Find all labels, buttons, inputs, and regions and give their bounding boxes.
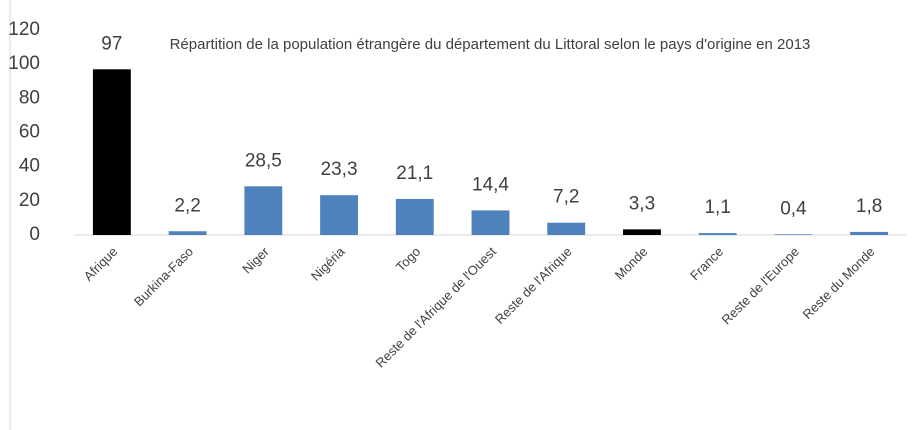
data-label: 3,3 xyxy=(629,193,655,214)
bar xyxy=(244,186,283,235)
data-label: 28,5 xyxy=(245,150,282,171)
x-tick-label: Afrique xyxy=(81,244,121,284)
x-tick-label: Nigéria xyxy=(308,243,348,283)
data-label: 7,2 xyxy=(553,187,579,208)
y-tick-label: 80 xyxy=(19,87,40,108)
y-tick-label: 60 xyxy=(19,122,40,143)
data-label: 21,1 xyxy=(396,163,433,184)
bar xyxy=(92,69,131,236)
data-label: 2,2 xyxy=(174,195,200,216)
y-tick-label: 20 xyxy=(19,190,40,211)
chart-title: Répartition de la population étrangère d… xyxy=(169,36,811,53)
y-tick-label: 100 xyxy=(8,53,40,74)
x-tick-label: Reste de l'Europe xyxy=(719,244,802,327)
x-tick-label: France xyxy=(687,244,726,283)
data-label: 1,8 xyxy=(856,196,882,217)
bar xyxy=(395,198,434,235)
y-tick-label: 40 xyxy=(19,156,40,177)
x-tick-label: Reste du Monde xyxy=(800,244,878,322)
x-tick-label: Reste de l'Afrique de l'Ouest xyxy=(373,244,500,371)
data-label: 23,3 xyxy=(321,159,358,180)
x-tick-label: Monde xyxy=(612,244,651,283)
bar xyxy=(623,229,661,235)
bar xyxy=(471,210,510,235)
bar xyxy=(850,231,889,235)
bar xyxy=(320,195,358,235)
y-tick-label: 0 xyxy=(29,224,40,245)
bar xyxy=(168,231,207,235)
bar xyxy=(547,222,586,235)
data-label: 0,4 xyxy=(780,198,807,219)
bar xyxy=(774,234,813,235)
y-tick-label: 120 xyxy=(8,19,40,40)
bar xyxy=(698,233,737,235)
x-tick-label: Togo xyxy=(393,244,424,275)
x-tick-label: Niger xyxy=(239,243,272,276)
x-tick-label: Reste de l'Afrique xyxy=(492,244,575,327)
data-label: 1,1 xyxy=(704,197,730,218)
x-tick-label: Burkina-Faso xyxy=(131,244,196,309)
data-label: 97 xyxy=(101,33,122,54)
data-label: 14,4 xyxy=(472,174,509,195)
